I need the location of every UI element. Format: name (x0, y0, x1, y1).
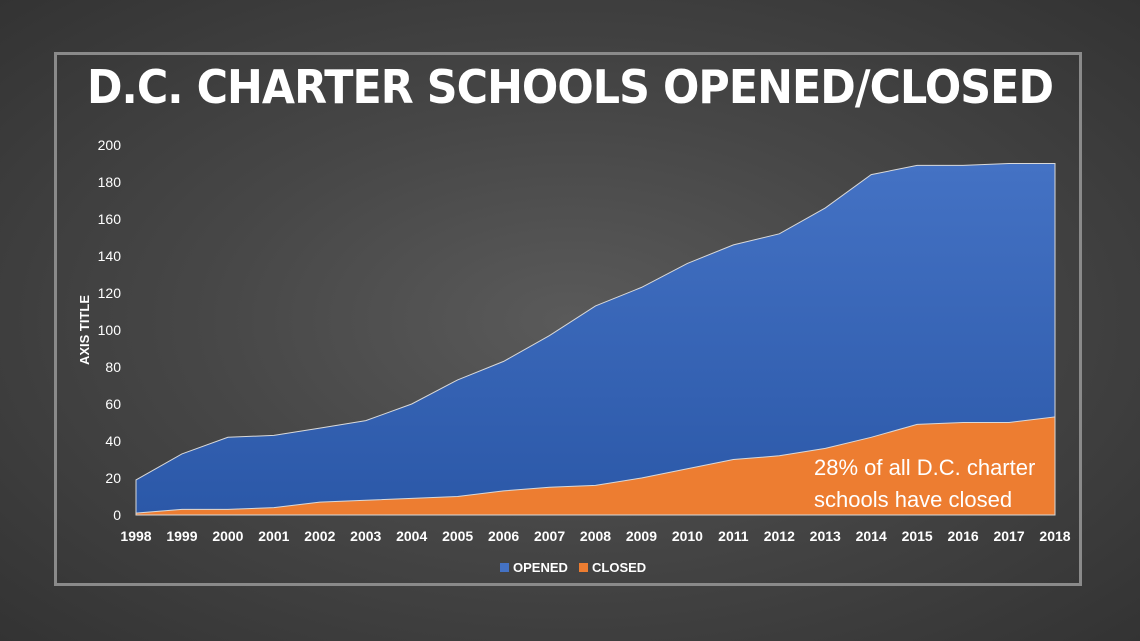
y-tick-label: 180 (98, 174, 122, 190)
area-closed (135, 416, 1056, 516)
x-tick-label: 2005 (442, 528, 473, 544)
y-tick-label: 40 (105, 433, 121, 449)
y-tick-label: 100 (98, 322, 122, 338)
x-tick-label: 2014 (856, 528, 887, 544)
x-tick-label: 2009 (626, 528, 657, 544)
y-tick-label: 200 (98, 137, 122, 153)
x-tick-label: 1999 (166, 528, 197, 544)
legend-label-opened: OPENED (513, 560, 568, 575)
y-tick-label: 160 (98, 211, 122, 227)
x-tick-label: 2001 (258, 528, 289, 544)
y-tick-label: 140 (98, 248, 122, 264)
x-tick-label: 2018 (1039, 528, 1070, 544)
y-axis-label: AXIS TITLE (77, 295, 92, 365)
x-tick-label: 2012 (764, 528, 795, 544)
y-tick-label: 20 (105, 470, 121, 486)
x-tick-label: 2007 (534, 528, 565, 544)
annotation-line: 28% of all D.C. charter (814, 455, 1035, 480)
chart-frame (54, 52, 1082, 586)
y-tick-label: 60 (105, 396, 121, 412)
legend-swatch-closed (579, 563, 588, 572)
x-tick-label: 2004 (396, 528, 427, 544)
x-tick-label: 2000 (212, 528, 243, 544)
x-tick-label: 2017 (993, 528, 1024, 544)
y-tick-label: 80 (105, 359, 121, 375)
x-tick-label: 2010 (672, 528, 703, 544)
x-tick-label: 2008 (580, 528, 611, 544)
x-tick-label: 2011 (718, 528, 749, 544)
x-tick-label: 2002 (304, 528, 335, 544)
chart-title: D.C. CHARTER SCHOOLS OPENED/CLOSED (86, 60, 1054, 114)
y-tick-label: 0 (113, 507, 121, 523)
area-opened (135, 163, 1056, 516)
x-tick-label: 2016 (948, 528, 979, 544)
y-tick-label: 120 (98, 285, 122, 301)
x-tick-label: 2003 (350, 528, 381, 544)
x-tick-label: 1998 (120, 528, 151, 544)
legend-swatch-opened (500, 563, 509, 572)
x-tick-label: 2013 (810, 528, 841, 544)
x-tick-label: 2015 (902, 528, 933, 544)
annotation-line: schools have closed (814, 487, 1012, 512)
x-tick-label: 2006 (488, 528, 519, 544)
legend-label-closed: CLOSED (592, 560, 646, 575)
